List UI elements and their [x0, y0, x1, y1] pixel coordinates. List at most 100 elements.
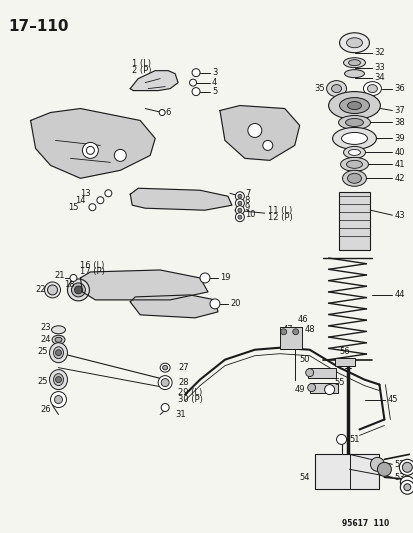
Ellipse shape	[52, 335, 65, 344]
Text: 15: 15	[68, 203, 79, 212]
Text: 19: 19	[219, 273, 230, 282]
Circle shape	[237, 215, 241, 219]
Circle shape	[235, 199, 244, 208]
Text: 26: 26	[40, 405, 51, 414]
Text: 42: 42	[394, 174, 404, 183]
Circle shape	[199, 273, 209, 283]
Ellipse shape	[158, 376, 172, 390]
Text: 32: 32	[373, 48, 384, 57]
Text: 18: 18	[64, 280, 75, 289]
Text: 3: 3	[211, 68, 217, 77]
Ellipse shape	[326, 80, 346, 96]
Text: 25: 25	[38, 347, 48, 356]
Ellipse shape	[331, 85, 341, 93]
Ellipse shape	[67, 279, 89, 301]
Ellipse shape	[367, 85, 377, 93]
Text: 53: 53	[394, 473, 404, 482]
Text: 5: 5	[211, 87, 217, 96]
Ellipse shape	[348, 60, 360, 66]
Circle shape	[307, 384, 315, 392]
Text: 41: 41	[394, 160, 404, 169]
Ellipse shape	[399, 459, 413, 475]
Text: 17–110: 17–110	[9, 19, 69, 34]
Circle shape	[209, 299, 219, 309]
Text: 16 (L): 16 (L)	[80, 261, 104, 270]
Text: 23: 23	[40, 324, 51, 332]
Text: 34: 34	[373, 73, 384, 82]
Circle shape	[89, 204, 96, 211]
Ellipse shape	[45, 282, 60, 298]
Text: 36: 36	[394, 84, 404, 93]
Ellipse shape	[332, 127, 375, 149]
Text: 55: 55	[334, 378, 344, 387]
Circle shape	[280, 329, 286, 335]
Text: 29 (L): 29 (L)	[178, 388, 202, 397]
Polygon shape	[130, 71, 178, 91]
Circle shape	[305, 369, 313, 377]
Circle shape	[324, 385, 334, 394]
Ellipse shape	[343, 58, 365, 68]
Text: 47: 47	[282, 325, 293, 334]
Text: 28: 28	[178, 378, 188, 387]
Circle shape	[189, 79, 196, 86]
Text: 21: 21	[55, 271, 65, 280]
Ellipse shape	[343, 147, 365, 158]
Ellipse shape	[71, 283, 85, 297]
Ellipse shape	[339, 98, 368, 114]
Circle shape	[161, 403, 169, 411]
Text: 31: 31	[175, 410, 185, 419]
Ellipse shape	[399, 477, 413, 488]
Text: 20: 20	[229, 300, 240, 309]
Ellipse shape	[344, 70, 363, 78]
Ellipse shape	[363, 82, 380, 95]
Ellipse shape	[338, 116, 370, 130]
Text: 30 (Р): 30 (Р)	[178, 395, 202, 404]
Text: 38: 38	[394, 118, 404, 127]
Ellipse shape	[50, 392, 66, 408]
Ellipse shape	[339, 33, 368, 53]
Text: 24: 24	[40, 335, 51, 344]
Ellipse shape	[55, 395, 62, 403]
Text: 8: 8	[244, 196, 249, 205]
Circle shape	[55, 377, 62, 383]
Ellipse shape	[370, 457, 384, 471]
Text: 17 (Р): 17 (Р)	[80, 268, 105, 277]
Circle shape	[159, 109, 165, 116]
Polygon shape	[80, 270, 207, 300]
Text: 14: 14	[75, 196, 86, 205]
Circle shape	[97, 197, 104, 204]
Text: 1 (L): 1 (L)	[132, 59, 151, 68]
Polygon shape	[219, 106, 299, 160]
Circle shape	[237, 201, 241, 205]
Bar	[338, 192, 370, 250]
Text: 9: 9	[244, 203, 249, 212]
Bar	[314, 454, 378, 489]
Circle shape	[70, 274, 77, 281]
Ellipse shape	[328, 92, 380, 119]
Text: 45: 45	[387, 395, 397, 404]
Bar	[334, 358, 354, 366]
Circle shape	[192, 69, 199, 77]
Text: 33: 33	[373, 63, 384, 72]
Ellipse shape	[162, 366, 167, 370]
Bar	[309, 383, 337, 393]
Ellipse shape	[161, 378, 169, 386]
Text: 13: 13	[80, 189, 91, 198]
Ellipse shape	[346, 160, 362, 168]
Ellipse shape	[346, 38, 362, 48]
Text: 27: 27	[178, 363, 188, 372]
Circle shape	[235, 213, 244, 222]
Ellipse shape	[347, 102, 361, 109]
Ellipse shape	[50, 370, 67, 390]
Circle shape	[86, 147, 94, 155]
Text: 7: 7	[244, 189, 249, 198]
Text: 11 (L): 11 (L)	[267, 206, 291, 215]
Circle shape	[237, 194, 241, 198]
Ellipse shape	[340, 157, 368, 171]
Ellipse shape	[53, 347, 63, 359]
Text: 2 (Р): 2 (Р)	[132, 66, 152, 75]
Bar	[307, 368, 335, 377]
Ellipse shape	[403, 484, 410, 491]
Text: 37: 37	[394, 106, 404, 115]
Circle shape	[237, 208, 241, 212]
